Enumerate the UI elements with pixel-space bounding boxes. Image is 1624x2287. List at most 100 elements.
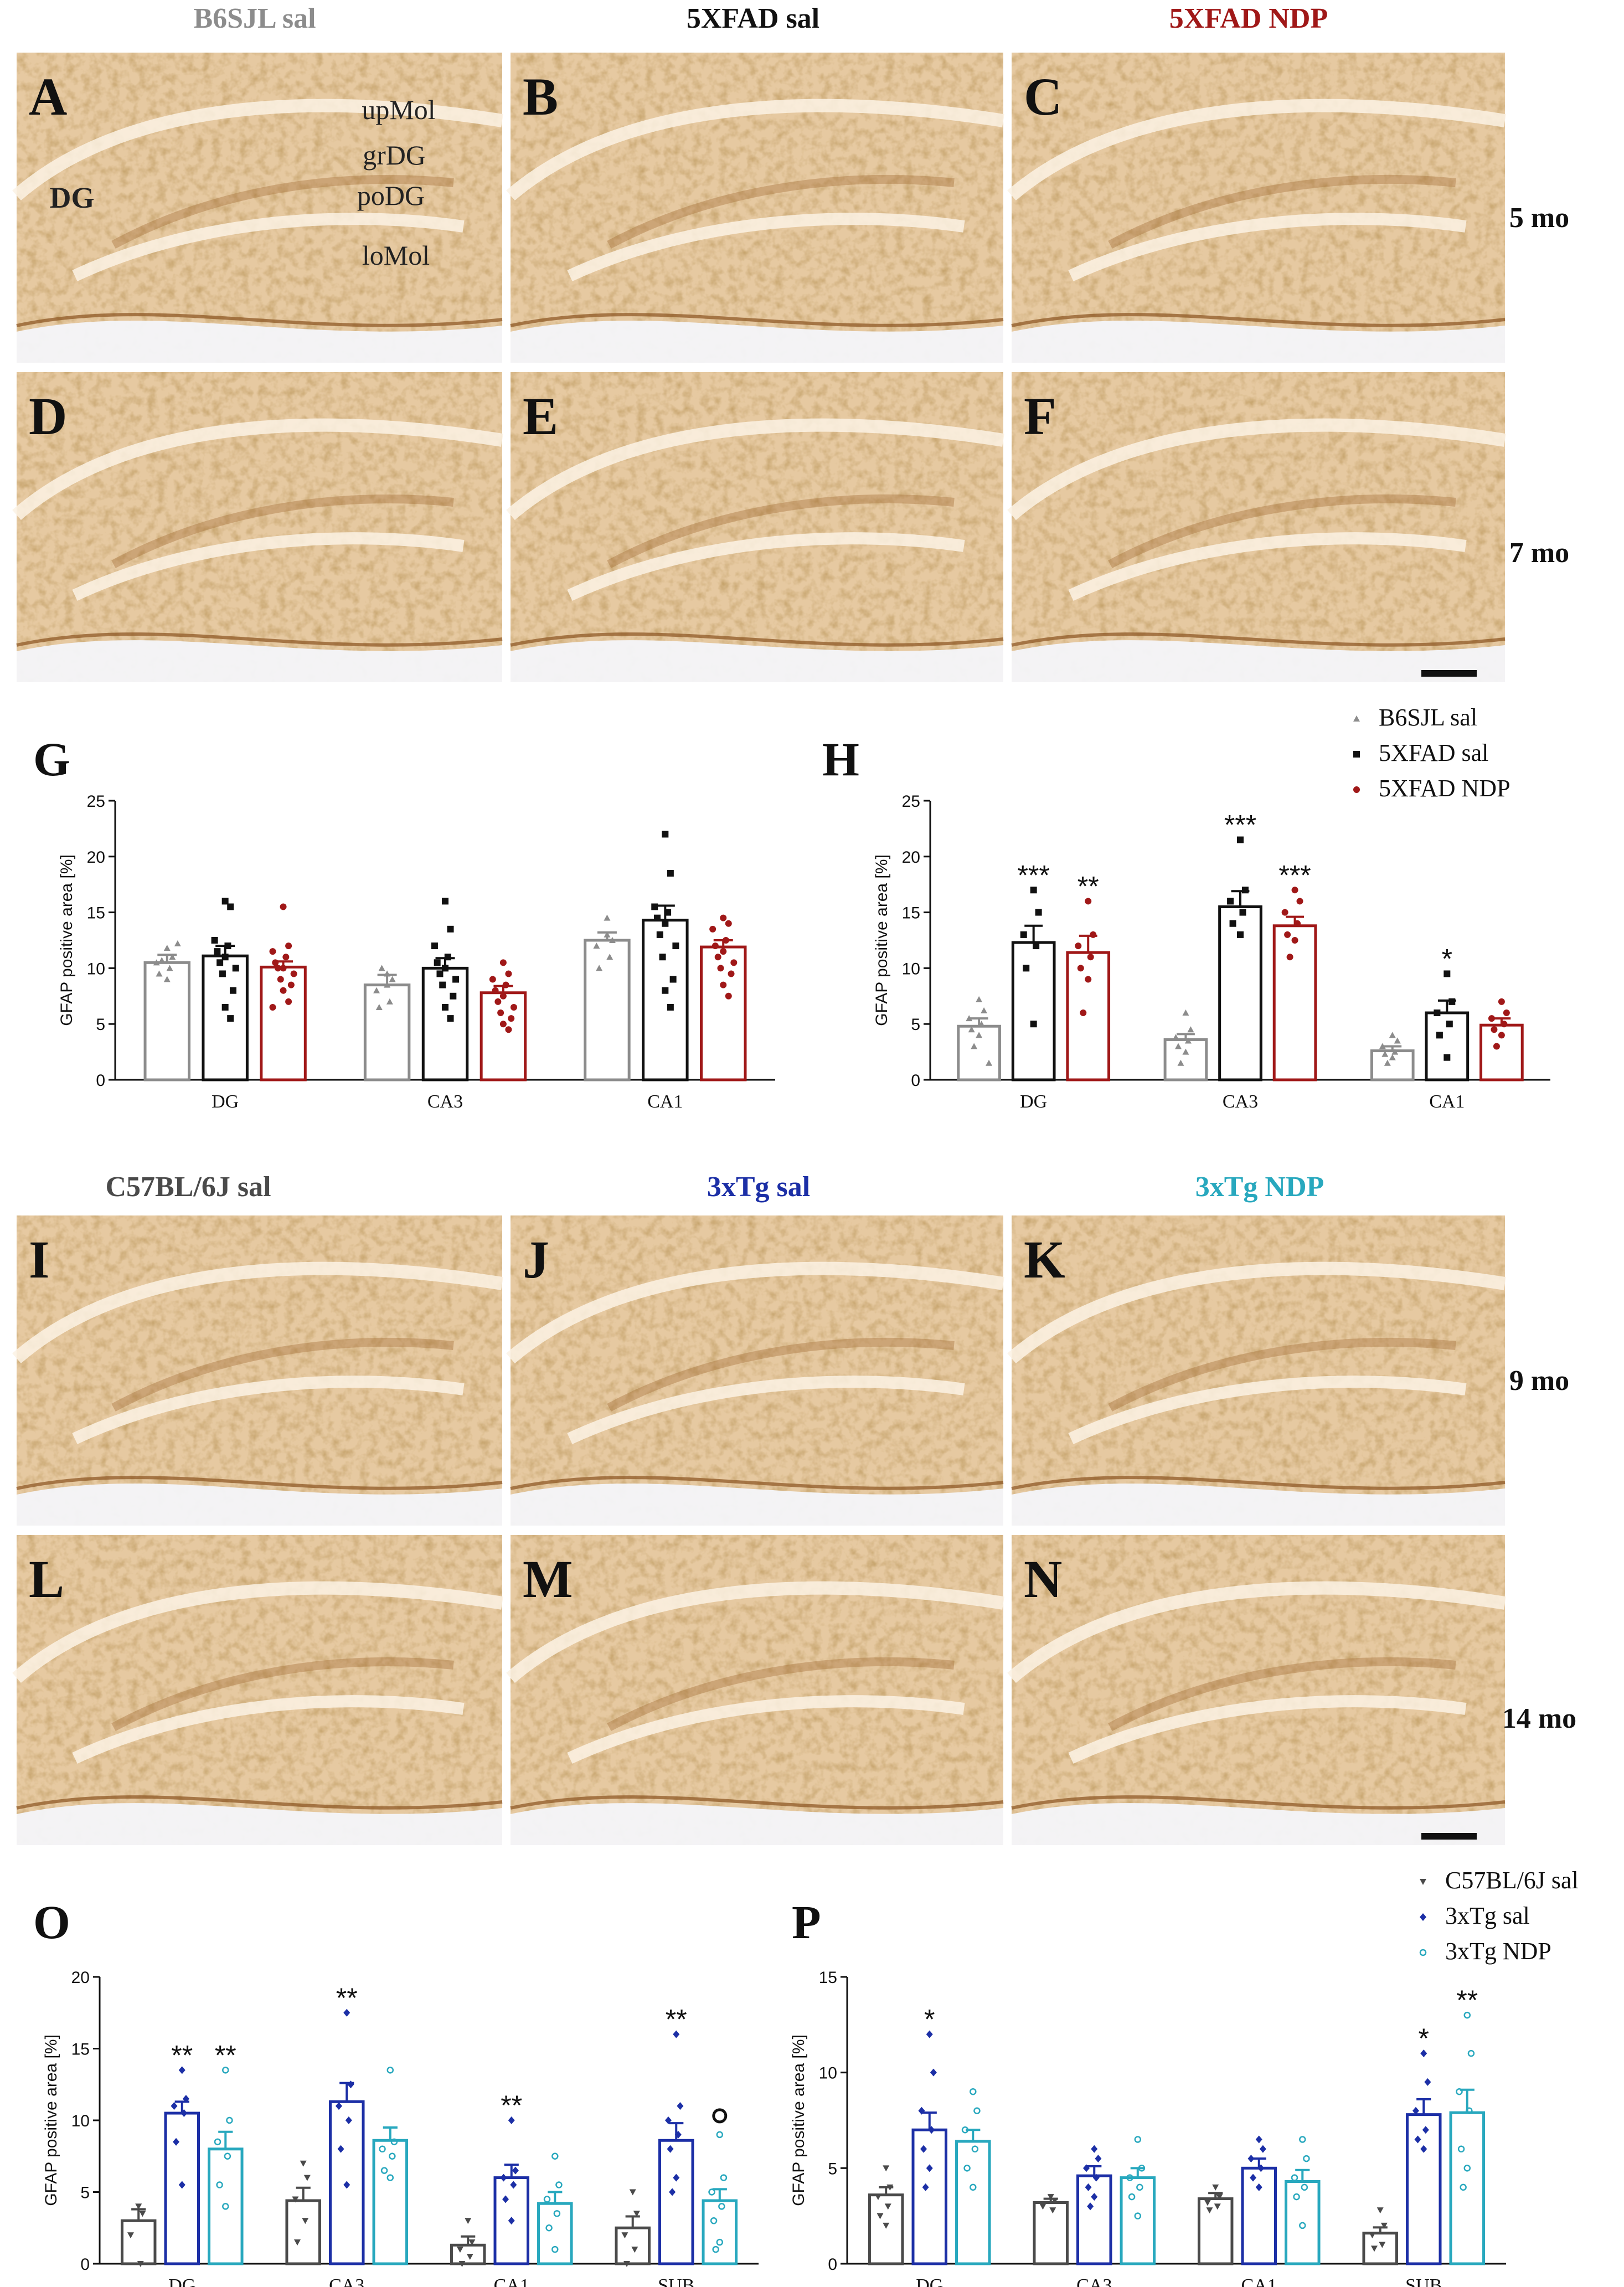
ventricle-space [1012,1484,1505,1526]
data-point [1391,1048,1399,1055]
data-point [1047,2194,1054,2201]
bar [615,2226,651,2265]
granule-layer-upper [1007,1581,1506,1683]
bar [208,2147,244,2265]
data-point [343,2008,350,2017]
significance-marker: ** [1456,1985,1478,2016]
significance-marker: ** [501,2090,522,2121]
data-point [287,981,295,988]
data-point [669,976,677,983]
data-point [505,1026,512,1033]
data-point [976,1032,983,1038]
micrograph-panel-l: L [12,1535,503,1845]
data-point [285,998,292,1005]
data-point [153,959,160,966]
data-point [1443,1054,1451,1061]
data-point [227,903,234,910]
ventricle-space [511,1803,1003,1845]
significance-marker: ** [1077,870,1099,902]
data-point [163,976,171,982]
legend-label: 5XFAD NDP [1379,775,1510,802]
bar [1076,2174,1112,2265]
hilus-band [111,175,454,249]
granule-layer-lower [1068,1376,1467,1444]
column-header-3xtg-sal: 3xTg sal [707,1171,810,1203]
data-point [720,914,727,921]
label-dg-region: DG [50,181,95,214]
data-point [303,2175,311,2181]
data-point [1493,1043,1500,1050]
data-point [431,942,438,950]
ventricle-space [1012,1803,1505,1845]
age-label-9mo: 9 mo [1509,1365,1569,1397]
data-point [384,970,391,977]
data-point [272,959,279,966]
micrograph-panel-e: E [506,372,1004,682]
data-point [494,998,502,1005]
micrograph-grid-top: A B C D E F [12,53,1506,682]
granule-layer-upper [506,99,1004,201]
x-category-label: DG [1020,1091,1047,1112]
data-point [447,1015,454,1022]
data-point [926,2030,933,2038]
y-tick-label: 10 [87,960,105,978]
hilus-band [1108,495,1456,569]
data-point [1296,898,1303,905]
data-point [1457,2145,1465,2153]
data-point [1085,976,1092,983]
hilus-band [607,495,955,569]
data-point [1214,2203,1221,2210]
data-point [1020,931,1027,938]
data-point [345,2116,352,2124]
data-point [182,2095,189,2103]
data-point [651,903,658,910]
data-point [978,1021,985,1027]
data-point [384,981,391,988]
data-point [1085,2183,1092,2191]
data-point [928,2126,935,2134]
data-point [623,2261,630,2267]
data-point [1255,2183,1262,2191]
data-point [629,2189,636,2196]
granule-layer-upper [12,418,503,521]
data-point [294,2239,301,2246]
legend-label: 3xTg NDP [1445,1938,1551,1965]
y-tick-label: 0 [96,1072,105,1090]
y-axis-label: GFAP positive area [%] [42,2034,60,2206]
data-point [127,2232,134,2239]
micrograph-panel-b: B [506,53,1004,363]
hilus-band [1108,1338,1456,1412]
x-category-label: CA1 [647,1091,683,1112]
data-point [1091,2193,1098,2201]
micrograph-grid-bottom: I J K L M N [12,1215,1506,1845]
data-point [442,898,448,905]
data-point [1456,2088,1463,2095]
data-point [1095,2155,1102,2163]
data-point [1082,2164,1090,2172]
x-category-label: CA3 [1223,1091,1258,1112]
granule-layer-upper [12,99,503,201]
x-category-label: DG [916,2275,943,2287]
bar [1120,2176,1156,2265]
data-point [227,1015,234,1022]
age-label-7mo: 7 mo [1509,537,1569,569]
x-category-label: CA1 [1241,2275,1277,2287]
data-point [216,2181,223,2188]
data-point [280,965,287,972]
data-point [1443,970,1451,977]
data-point [877,2213,884,2219]
data-point [1422,2126,1429,2134]
data-point [510,1003,517,1011]
data-point [604,931,611,938]
granule-layer-upper [1007,99,1506,201]
data-point [1212,2184,1219,2191]
data-point [722,937,729,944]
data-point [1239,909,1246,916]
data-point [1023,965,1030,972]
data-point [502,981,509,988]
data-point [1136,2183,1143,2191]
data-point [1206,2207,1213,2214]
granule-layer-upper [12,1581,503,1683]
data-point [1460,2183,1467,2191]
data-point [1380,2222,1388,2229]
